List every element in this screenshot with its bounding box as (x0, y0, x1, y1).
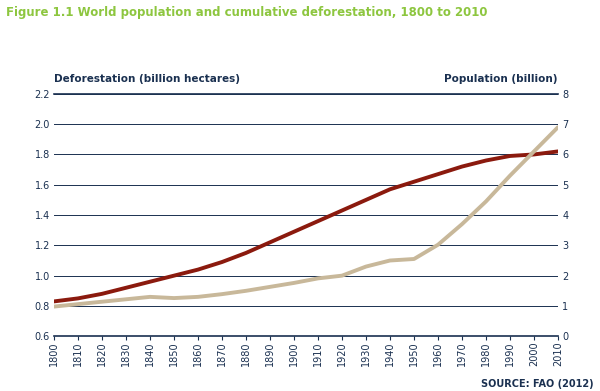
Text: SOURCE: FAO (2012): SOURCE: FAO (2012) (481, 379, 594, 389)
Text: Deforestation (billion hectares): Deforestation (billion hectares) (54, 74, 240, 84)
Text: Population (billion): Population (billion) (445, 74, 558, 84)
Text: Figure 1.1 World population and cumulative deforestation, 1800 to 2010: Figure 1.1 World population and cumulati… (6, 6, 487, 19)
